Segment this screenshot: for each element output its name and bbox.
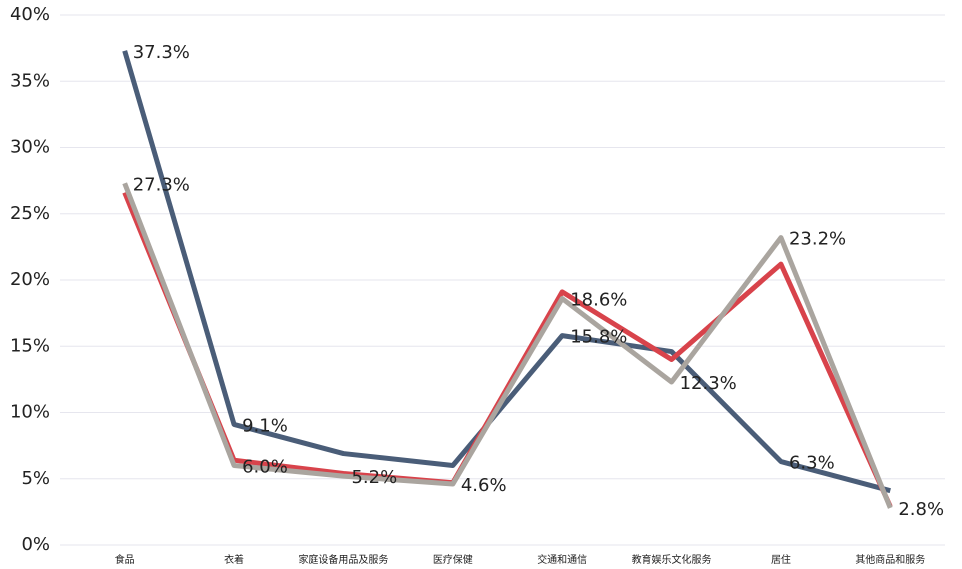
- data-label: 5.2%: [351, 467, 397, 488]
- line-series: [122, 50, 891, 494]
- x-tick-label: 交通和通信: [537, 553, 587, 566]
- data-label: 6.3%: [789, 453, 835, 474]
- y-tick-label: 35%: [10, 70, 50, 91]
- x-tick-label: 居住: [771, 553, 791, 566]
- y-tick-label: 10%: [10, 402, 50, 423]
- y-tick-label: 5%: [21, 468, 50, 489]
- data-label: 23.2%: [789, 229, 846, 250]
- y-tick-label: 40%: [10, 4, 50, 25]
- y-tick-label: 20%: [10, 269, 50, 290]
- line-series: [122, 182, 893, 509]
- x-tick-label: 食品: [115, 553, 135, 566]
- y-tick-label: 30%: [10, 137, 50, 158]
- data-label: 15.8%: [570, 327, 627, 348]
- y-tick-label: 15%: [10, 335, 50, 356]
- y-tick-label: 0%: [21, 534, 50, 555]
- data-label: 27.3%: [133, 174, 190, 195]
- data-label: 9.1%: [242, 415, 288, 436]
- x-tick-label: 家庭设备用品及服务: [298, 553, 388, 566]
- x-tick-label: 其他商品和服务: [855, 553, 925, 566]
- x-tick-label: 医疗保健: [433, 553, 473, 566]
- data-label: 4.6%: [461, 475, 507, 496]
- data-label: 37.3%: [133, 42, 190, 63]
- data-label: 6.0%: [242, 457, 288, 478]
- data-label: 2.8%: [898, 499, 944, 520]
- data-label: 18.6%: [570, 290, 627, 311]
- x-tick-label: 衣着: [224, 553, 244, 566]
- x-tick-label: 教育娱乐文化服务: [632, 553, 712, 566]
- y-tick-label: 25%: [10, 203, 50, 224]
- data-label: 12.3%: [680, 373, 737, 394]
